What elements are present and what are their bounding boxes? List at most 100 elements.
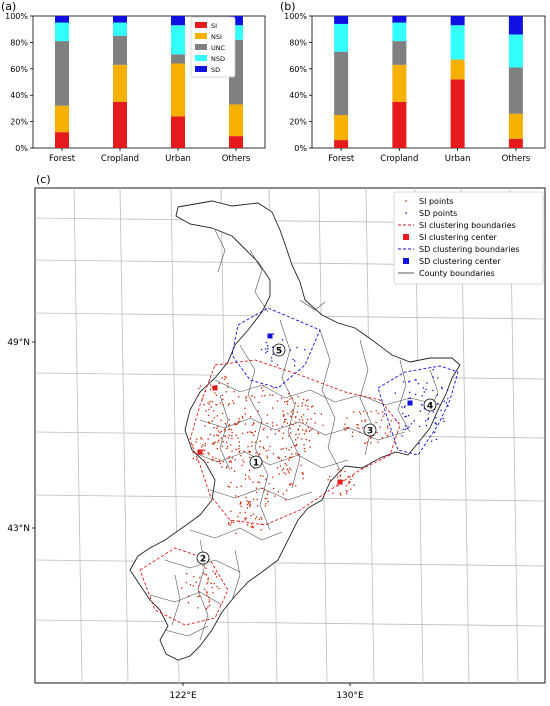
si-point xyxy=(257,410,259,412)
si-point xyxy=(290,423,292,425)
sd-point xyxy=(436,394,439,396)
si-point xyxy=(381,437,384,439)
si-point xyxy=(265,478,267,480)
si-point xyxy=(209,388,212,391)
bar-nsi-others xyxy=(229,104,243,137)
si-point xyxy=(336,476,339,478)
cluster-marker xyxy=(363,423,377,437)
si-point xyxy=(366,412,368,414)
si-point xyxy=(359,431,361,433)
sd-point xyxy=(419,410,421,412)
si-point xyxy=(212,456,214,458)
si-point xyxy=(387,425,389,427)
si-point xyxy=(202,444,204,446)
si-point xyxy=(215,457,217,459)
si-point xyxy=(285,418,287,420)
legend-symbol-point xyxy=(405,200,407,202)
sd-point xyxy=(434,422,436,424)
si-point xyxy=(297,437,299,439)
si-point xyxy=(263,427,265,429)
si-point xyxy=(283,472,285,474)
si-point xyxy=(263,489,265,491)
si-point xyxy=(329,475,331,477)
sd-point xyxy=(272,346,274,348)
si-point xyxy=(195,441,197,443)
si-point xyxy=(245,474,247,476)
sd-point xyxy=(432,369,434,371)
si-point xyxy=(347,475,349,478)
si-point xyxy=(231,432,233,434)
si-point xyxy=(379,426,381,428)
region-outline xyxy=(129,200,461,661)
si-point xyxy=(290,469,292,471)
bar-sd-urban xyxy=(450,16,465,26)
si-point xyxy=(213,427,215,429)
si-point xyxy=(210,384,212,386)
si-point xyxy=(252,498,255,500)
si-point xyxy=(196,459,198,461)
si-point xyxy=(241,464,243,467)
si-point xyxy=(381,411,384,413)
si-point xyxy=(307,405,309,407)
si-point xyxy=(195,581,197,583)
bar-sd-cropland xyxy=(113,16,127,23)
si-point xyxy=(280,459,283,461)
si-point xyxy=(344,470,346,473)
si-point xyxy=(266,455,268,457)
si-point xyxy=(288,435,290,437)
sd-point xyxy=(447,405,449,407)
si-point xyxy=(350,478,352,481)
si-point xyxy=(352,431,354,433)
sd-point xyxy=(447,397,449,400)
sd-point xyxy=(445,402,448,404)
bar-nsi-urban xyxy=(171,63,185,117)
si-point xyxy=(311,428,313,430)
sd-point xyxy=(293,365,296,367)
si-point xyxy=(243,461,245,463)
sd-point xyxy=(435,417,437,419)
si-point xyxy=(235,434,237,436)
si-point xyxy=(290,411,293,413)
si-point xyxy=(292,424,294,426)
si-point xyxy=(207,578,209,581)
si-point xyxy=(238,396,240,398)
si-point xyxy=(237,495,239,498)
si-point xyxy=(307,427,310,429)
si-point xyxy=(290,446,293,448)
si-point xyxy=(228,434,230,436)
sd-point xyxy=(437,402,439,405)
si-point xyxy=(227,383,229,385)
si-point xyxy=(197,595,199,598)
x-tick-label: Urban xyxy=(445,154,471,164)
si-point xyxy=(261,487,263,489)
si-point xyxy=(286,403,289,405)
si-points xyxy=(181,375,392,610)
si-point xyxy=(211,386,214,388)
si-point xyxy=(255,452,257,454)
si-point xyxy=(343,427,345,429)
si-point xyxy=(200,437,202,439)
si-point xyxy=(296,443,298,446)
si-cluster-center xyxy=(337,479,343,485)
si-point xyxy=(246,500,248,502)
si-point xyxy=(356,427,358,429)
si-point xyxy=(264,395,266,397)
si-point xyxy=(267,491,269,493)
sd-point xyxy=(271,357,273,359)
si-point xyxy=(202,564,204,567)
si-point xyxy=(234,422,236,425)
si-point xyxy=(211,459,213,461)
si-point xyxy=(370,442,372,444)
si-point xyxy=(230,461,232,463)
sd-point xyxy=(426,382,428,384)
bar-nsd-cropland xyxy=(113,22,127,36)
sd-point xyxy=(272,333,274,335)
si-point xyxy=(199,385,202,387)
si-point xyxy=(187,595,190,597)
sd-point xyxy=(434,431,436,434)
si-point xyxy=(185,581,188,584)
si-point xyxy=(202,453,204,455)
si-point xyxy=(208,453,210,455)
si-point xyxy=(237,421,239,423)
si-point xyxy=(221,412,224,415)
